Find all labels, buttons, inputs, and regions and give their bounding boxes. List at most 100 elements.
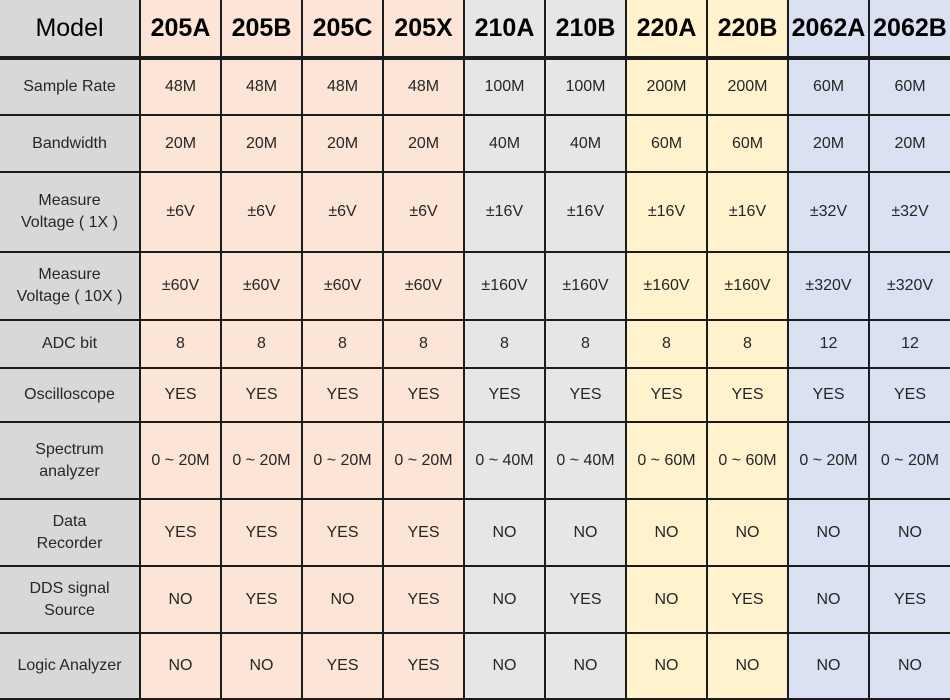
spec-cell: NO xyxy=(463,498,546,567)
spec-cell: 48M xyxy=(139,57,222,116)
spec-cell: 0 ~ 60M xyxy=(625,421,708,500)
spec-cell: NO xyxy=(625,632,708,700)
spec-cell: ±6V xyxy=(220,171,303,253)
spec-cell: ±160V xyxy=(463,251,546,321)
spec-cell: ±60V xyxy=(220,251,303,321)
spec-cell: ±32V xyxy=(787,171,870,253)
model-column-header: 220B xyxy=(706,0,789,60)
spec-cell: NO xyxy=(706,632,789,700)
table-row: Spectrum analyzer 0 ~ 20M 0 ~ 20M 0 ~ 20M 0 … xyxy=(0,421,950,500)
spec-cell: NO xyxy=(787,498,870,567)
spec-cell: YES xyxy=(220,498,303,567)
spec-cell: 8 xyxy=(463,319,546,369)
spec-cell: ±6V xyxy=(382,171,465,253)
spec-cell: NO xyxy=(220,632,303,700)
spec-cell: 0 ~ 60M xyxy=(706,421,789,500)
spec-cell: 40M xyxy=(463,114,546,173)
row-label: Sample Rate xyxy=(0,57,141,116)
spec-cell: 8 xyxy=(220,319,303,369)
spec-cell: YES xyxy=(706,367,789,423)
spec-cell: 8 xyxy=(301,319,384,369)
spec-cell: 48M xyxy=(301,57,384,116)
model-header-label: Model xyxy=(0,0,141,60)
spec-cell: 8 xyxy=(544,319,627,369)
row-label: Measure Voltage ( 10X ) xyxy=(0,251,141,321)
row-label: Spectrum analyzer xyxy=(0,421,141,500)
spec-cell: ±320V xyxy=(787,251,870,321)
spec-cell: YES xyxy=(544,367,627,423)
row-label: Measure Voltage ( 1X ) xyxy=(0,171,141,253)
model-column-header: 205X xyxy=(382,0,465,60)
spec-cell: ±32V xyxy=(868,171,950,253)
spec-cell: 8 xyxy=(706,319,789,369)
spec-cell: NO xyxy=(706,498,789,567)
spec-cell: 20M xyxy=(787,114,870,173)
spec-cell: NO xyxy=(463,632,546,700)
spec-cell: NO xyxy=(463,565,546,634)
spec-cell: 48M xyxy=(220,57,303,116)
spec-cell: NO xyxy=(625,498,708,567)
row-label: Bandwidth xyxy=(0,114,141,173)
model-column-header: 2062A xyxy=(787,0,870,60)
table-row: ADC bit 8 8 8 8 8 8 8 8 12 12 xyxy=(0,319,950,369)
spec-cell: YES xyxy=(382,367,465,423)
spec-cell: YES xyxy=(868,367,950,423)
spec-cell: YES xyxy=(625,367,708,423)
spec-cell: NO xyxy=(868,632,950,700)
spec-cell: NO xyxy=(787,565,870,634)
spec-cell: 200M xyxy=(625,57,708,116)
model-column-header: 2062B xyxy=(868,0,950,60)
row-label: Data Recorder xyxy=(0,498,141,567)
spec-cell: NO xyxy=(787,632,870,700)
spec-cell: YES xyxy=(787,367,870,423)
spec-cell: 0 ~ 20M xyxy=(787,421,870,500)
spec-cell: 0 ~ 20M xyxy=(220,421,303,500)
spec-cell: NO xyxy=(544,498,627,567)
model-column-header: 205A xyxy=(139,0,222,60)
spec-cell: YES xyxy=(220,367,303,423)
spec-cell: YES xyxy=(463,367,546,423)
spec-cell: 0 ~ 40M xyxy=(463,421,546,500)
spec-cell: 8 xyxy=(382,319,465,369)
spec-cell: YES xyxy=(301,498,384,567)
table-body: Sample Rate 48M 48M 48M 48M 100M 100M 200M 200M 6… xyxy=(0,57,950,700)
spec-cell: ±160V xyxy=(706,251,789,321)
spec-cell: 20M xyxy=(139,114,222,173)
row-label: Oscilloscope xyxy=(0,367,141,423)
spec-cell: 200M xyxy=(706,57,789,116)
row-label: ADC bit xyxy=(0,319,141,369)
spec-cell: ±16V xyxy=(706,171,789,253)
spec-cell: ±16V xyxy=(544,171,627,253)
spec-cell: YES xyxy=(544,565,627,634)
spec-cell: 0 ~ 20M xyxy=(868,421,950,500)
row-label: Logic Analyzer xyxy=(0,632,141,700)
spec-cell: ±6V xyxy=(139,171,222,253)
spec-cell: 60M xyxy=(625,114,708,173)
table-row: Bandwidth 20M 20M 20M 20M 40M 40M 60M 60M 20M 20M xyxy=(0,114,950,173)
spec-cell: 100M xyxy=(463,57,546,116)
spec-cell: 0 ~ 20M xyxy=(139,421,222,500)
spec-cell: 0 ~ 20M xyxy=(382,421,465,500)
spec-cell: 12 xyxy=(868,319,950,369)
model-column-header: 220A xyxy=(625,0,708,60)
spec-cell: ±60V xyxy=(301,251,384,321)
spec-cell: YES xyxy=(301,632,384,700)
spec-cell: 40M xyxy=(544,114,627,173)
spec-cell: YES xyxy=(139,367,222,423)
table-row: Data Recorder YES YES YES YES NO NO NO NO NO NO xyxy=(0,498,950,567)
spec-cell: NO xyxy=(868,498,950,567)
spec-cell: ±60V xyxy=(382,251,465,321)
spec-cell: NO xyxy=(301,565,384,634)
row-label: DDS signal Source xyxy=(0,565,141,634)
header-row: Model 205A 205B 205C 205X 210A 210B 220A 220B 20… xyxy=(0,0,950,60)
spec-cell: YES xyxy=(706,565,789,634)
table-row: Sample Rate 48M 48M 48M 48M 100M 100M 200M 200M 6… xyxy=(0,57,950,116)
spec-cell: YES xyxy=(382,565,465,634)
spec-cell: ±60V xyxy=(139,251,222,321)
spec-cell: ±160V xyxy=(625,251,708,321)
table-row: Logic Analyzer NO NO YES YES NO NO NO NO NO NO xyxy=(0,632,950,700)
spec-cell: 8 xyxy=(625,319,708,369)
spec-cell: YES xyxy=(868,565,950,634)
table-row: DDS signal Source NO YES NO YES NO YES NO YES NO Y… xyxy=(0,565,950,634)
